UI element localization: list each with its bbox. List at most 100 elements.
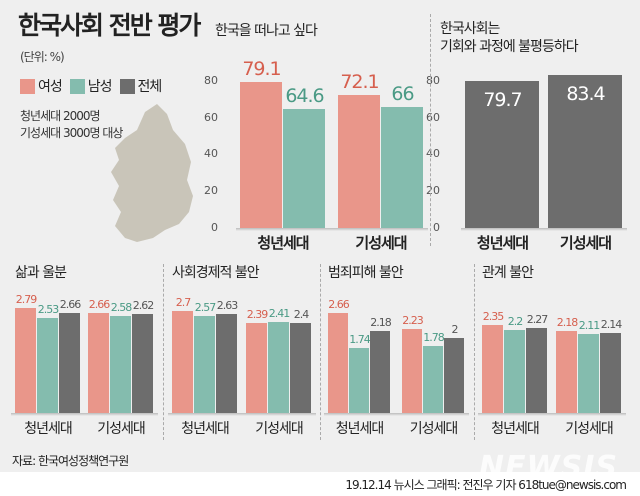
- category-label: 기성세대: [559, 234, 612, 252]
- bar: [290, 322, 311, 413]
- divider: [430, 14, 431, 246]
- category-label: 청년세대: [257, 234, 309, 252]
- unit-label: (단위: %): [20, 50, 65, 64]
- value-label: 66: [391, 82, 414, 105]
- category-label: 청년세대: [491, 421, 540, 437]
- bar: [88, 312, 109, 413]
- legend: 여성 남성 전체: [20, 76, 163, 96]
- footer-credit: 19.12.14 뉴시스 그래픽: 전진우 기자 618tue@newsis.c…: [0, 472, 640, 496]
- category-label: 기성세대: [409, 421, 459, 437]
- bar: [37, 317, 58, 413]
- y-tick-label: 0: [211, 221, 218, 234]
- bar: [110, 315, 131, 413]
- chart-title: 관계 불안: [482, 265, 534, 281]
- value-label: 2.11: [578, 318, 600, 332]
- legend-item-total: 전체: [119, 76, 163, 96]
- bar: [194, 316, 215, 413]
- bar: [381, 106, 423, 228]
- value-label: 2.18: [556, 316, 578, 330]
- value-label: 1.78: [423, 331, 444, 345]
- bar: [465, 81, 539, 228]
- legend-item-female: 여성: [20, 76, 63, 96]
- bar: [548, 74, 622, 228]
- value-label: 79.1: [242, 58, 281, 81]
- value-label: 2.62: [132, 299, 154, 313]
- chart-title: 삶과 울분: [15, 265, 67, 281]
- divider: [163, 264, 164, 440]
- value-label: 2.39: [246, 308, 268, 322]
- bar: [578, 333, 599, 413]
- bar: [402, 329, 422, 413]
- y-tick-label: 20: [204, 184, 218, 198]
- bar: [216, 314, 237, 413]
- baseline: [11, 413, 158, 416]
- baseline: [324, 413, 469, 416]
- baseline: [236, 228, 428, 231]
- value-label: 1.74: [349, 332, 370, 346]
- value-label: 83.4: [566, 82, 605, 105]
- legend-item-male: 남성: [69, 76, 113, 96]
- y-tick-label: 80: [204, 73, 218, 87]
- y-tick-label: 40: [204, 147, 218, 161]
- value-label: 2.27: [526, 312, 548, 326]
- bar: [15, 308, 36, 413]
- value-label: 2.41: [268, 307, 290, 321]
- value-label: 2.23: [402, 314, 423, 328]
- legend-label: 전체: [137, 79, 163, 95]
- bar: [444, 337, 464, 413]
- bar: [283, 109, 325, 228]
- y-tick-label: 20: [426, 184, 440, 198]
- value-label: 2.63: [216, 299, 238, 313]
- baseline: [461, 228, 627, 231]
- value-label: 2.66: [59, 297, 81, 311]
- baseline: [478, 413, 626, 416]
- category-label: 기성세대: [97, 421, 146, 437]
- chart-title: 사회경제적 불안: [172, 265, 260, 281]
- divider: [474, 264, 475, 440]
- sample-note: 청년세대 2000명 기성세대 3000명 대상: [20, 108, 123, 142]
- bar: [349, 347, 369, 413]
- chart-title: 한국을 떠나고 싶다: [215, 23, 318, 39]
- value-label: 2.57: [194, 301, 216, 315]
- bar: [600, 332, 621, 413]
- baseline: [168, 413, 316, 416]
- y-tick-label: 60: [426, 110, 440, 124]
- value-label: 64.6: [285, 85, 324, 108]
- chart-title: 한국사회는 기회와 과정에 불평등하다: [440, 21, 579, 55]
- legend-label: 남성: [87, 79, 113, 95]
- category-label: 기성세대: [565, 421, 614, 437]
- bar: [556, 331, 577, 413]
- bar: [240, 82, 282, 228]
- bar: [328, 312, 348, 413]
- chart-title: 범죄피해 불안: [328, 265, 404, 281]
- bar: [172, 311, 193, 413]
- bar: [504, 330, 525, 413]
- bar: [423, 346, 443, 413]
- legend-swatch: [119, 78, 135, 94]
- value-label: 2.53: [37, 302, 59, 316]
- value-label: 2.2: [507, 315, 523, 329]
- value-label: 2: [451, 322, 459, 336]
- value-label: 2.7: [175, 296, 191, 310]
- category-label: 청년세대: [335, 421, 385, 437]
- bar: [246, 323, 267, 413]
- y-tick-label: 80: [426, 73, 440, 87]
- category-label: 청년세대: [181, 421, 230, 437]
- value-label: 2.18: [370, 316, 391, 330]
- value-label: 2.66: [328, 297, 349, 311]
- divider: [320, 264, 321, 440]
- category-label: 청년세대: [476, 234, 529, 252]
- y-tick-label: 40: [426, 147, 440, 161]
- note-line: 청년세대 2000명: [20, 109, 101, 123]
- bar: [132, 314, 153, 413]
- value-label: 2.79: [15, 293, 37, 307]
- legend-swatch: [69, 78, 85, 94]
- category-label: 기성세대: [355, 234, 407, 252]
- legend-swatch: [20, 78, 35, 94]
- value-label: 2.58: [110, 300, 132, 314]
- value-label: 2.14: [600, 317, 622, 331]
- category-label: 청년세대: [24, 421, 73, 437]
- page-title: 한국사회 전반 평가: [18, 11, 201, 40]
- bar: [268, 322, 289, 413]
- value-label: 2.4: [293, 307, 309, 321]
